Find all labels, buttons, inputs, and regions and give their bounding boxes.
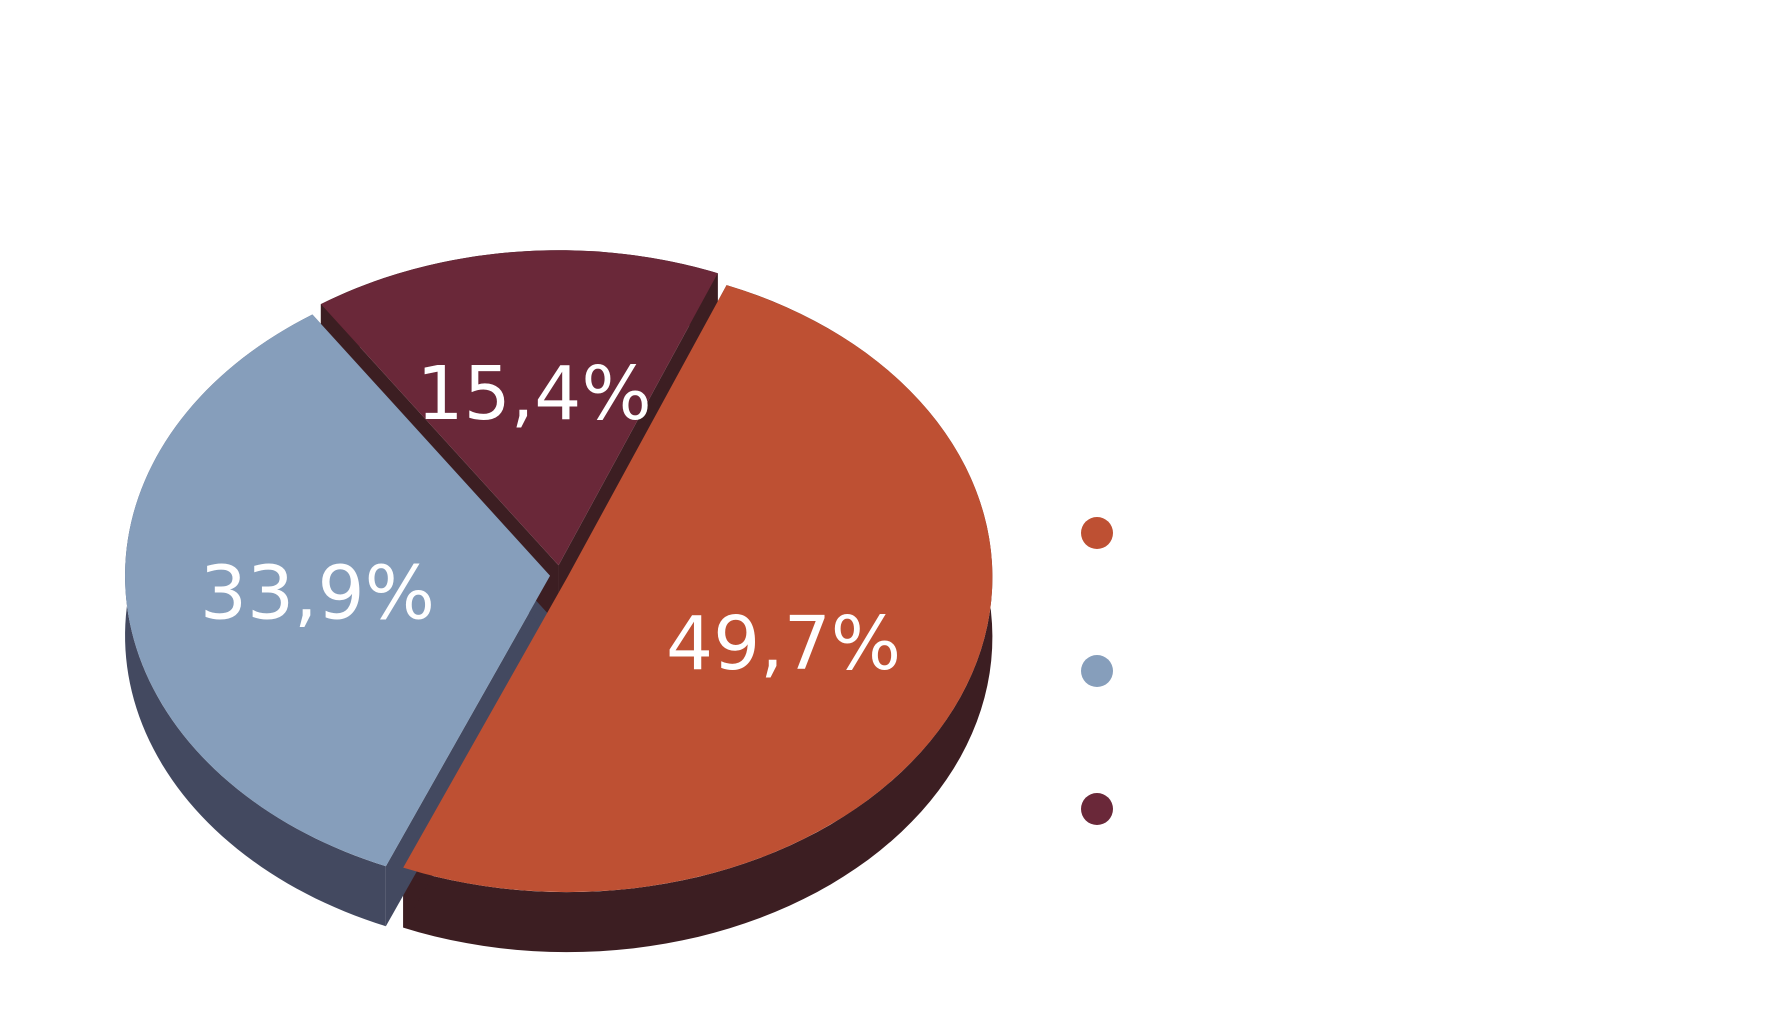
legend-marker-3 xyxy=(1081,793,1113,825)
pie-slice-3 xyxy=(320,250,718,566)
legend-marker-2 xyxy=(1081,655,1113,687)
pie-slice-side-1 xyxy=(403,285,993,953)
legend xyxy=(1081,517,1113,825)
pie-slice-1 xyxy=(403,285,993,893)
pie-label-layer: 49,7% 33,9% 15,4% xyxy=(200,351,901,687)
pie-top-layer xyxy=(125,250,993,893)
legend-marker-1 xyxy=(1081,517,1113,549)
pie-slice-2 xyxy=(125,314,551,867)
slice-label-2: 33,9% xyxy=(200,551,435,637)
slice-label-3: 15,4% xyxy=(417,351,652,437)
slice-label-1: 49,7% xyxy=(666,601,901,687)
